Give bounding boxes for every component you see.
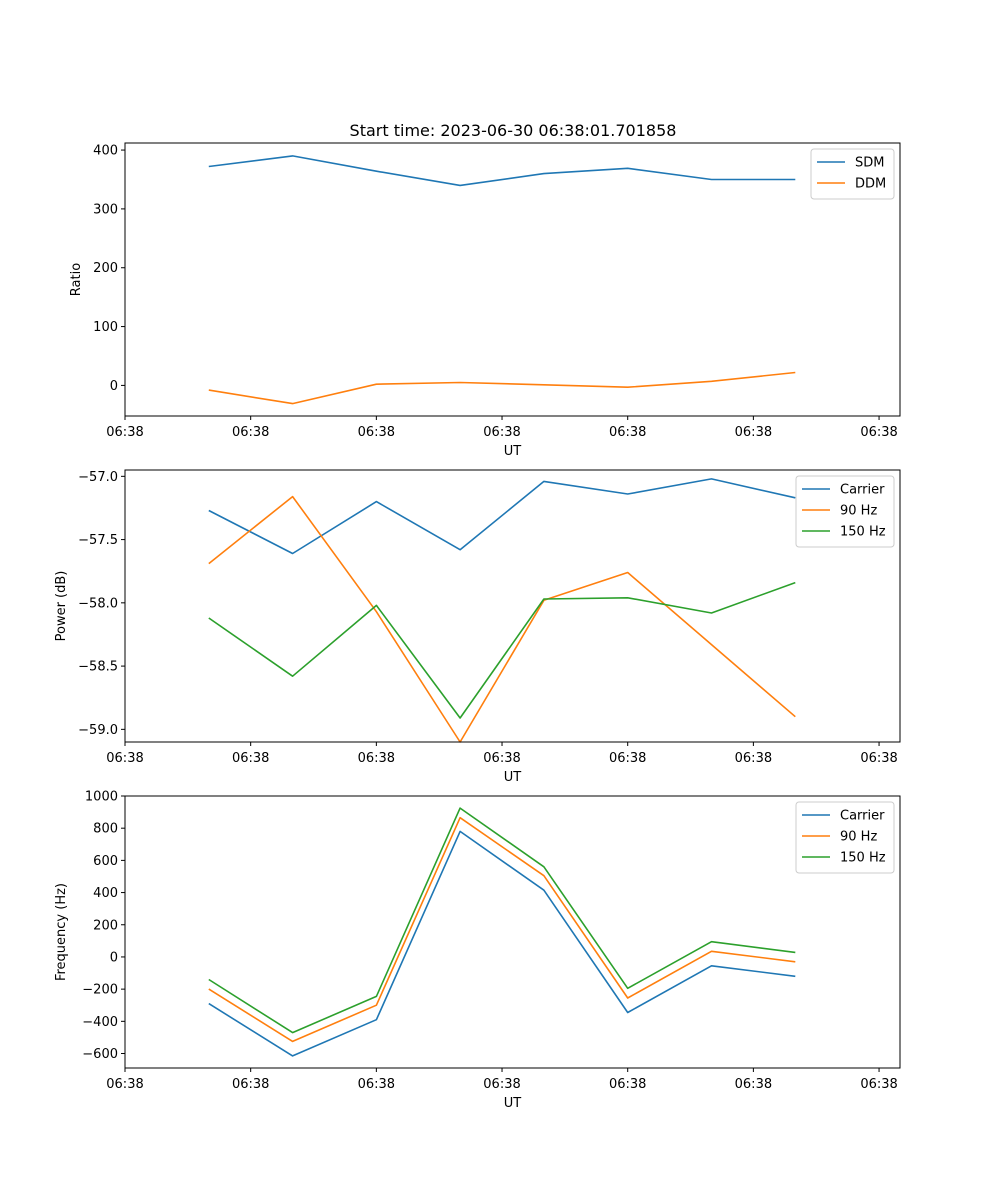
- y-tick-label: −58.0: [78, 596, 118, 611]
- x-tick-label: 06:38: [735, 425, 772, 440]
- x-tick-label: 06:38: [609, 751, 646, 766]
- x-axis-label: UT: [504, 770, 522, 785]
- x-tick-label: 06:38: [106, 1077, 143, 1092]
- x-tick-label: 06:38: [860, 751, 897, 766]
- x-axis-label: UT: [504, 1096, 522, 1111]
- y-axis-label: Frequency (Hz): [54, 883, 69, 981]
- y-tick-label: 300: [93, 202, 118, 217]
- y-tick-label: −200: [82, 983, 118, 998]
- series-line-150-hz: [208, 581, 796, 719]
- chart-panel-1: 06:38 06:38 06:38 06:38 06:38 06:38 06:38 UT 0 10…: [69, 142, 901, 459]
- series-line-ddm: [208, 371, 796, 405]
- legend-label: 90 Hz: [840, 504, 877, 519]
- x-tick-label: 06:38: [735, 751, 772, 766]
- y-tick-label: 800: [93, 822, 118, 837]
- x-tick-label: 06:38: [483, 1077, 520, 1092]
- x-tick-label: 06:38: [232, 1077, 269, 1092]
- legend-label: 90 Hz: [840, 830, 877, 845]
- y-tick-label: 0: [110, 379, 118, 394]
- y-tick-label: 600: [93, 854, 118, 869]
- legend-label: DDM: [855, 177, 886, 192]
- legend: Carrier 90 Hz 150 Hz: [795, 801, 895, 874]
- x-tick-label: 06:38: [358, 425, 395, 440]
- chart-panel-2: 06:38 06:38 06:38 06:38 06:38 06:38 06:38 UT −59…: [54, 469, 901, 785]
- series-line-carrier: [208, 830, 796, 1057]
- y-tick-label: 1000: [85, 790, 118, 805]
- series-line-90-hz: [208, 816, 796, 1043]
- x-tick-label: 06:38: [609, 1077, 646, 1092]
- y-tick-label: 400: [93, 886, 118, 901]
- legend-label: 150 Hz: [840, 525, 886, 540]
- y-tick-label: 200: [93, 261, 118, 276]
- axes-frame: [124, 795, 901, 1069]
- y-tick-label: −59.0: [78, 723, 118, 738]
- y-tick-label: 0: [110, 950, 118, 965]
- axes-frame: [124, 142, 901, 417]
- legend-box: [795, 801, 895, 874]
- axes-frame: [124, 469, 901, 743]
- series-line-90-hz: [208, 495, 796, 743]
- x-tick-label: 06:38: [609, 425, 646, 440]
- legend-label: 150 Hz: [840, 851, 886, 866]
- x-tick-label: 06:38: [483, 751, 520, 766]
- y-tick-label: 400: [93, 144, 118, 159]
- chart-panel-3: 06:38 06:38 06:38 06:38 06:38 06:38 06:38 UT −60…: [54, 790, 901, 1111]
- series-line-carrier: [208, 478, 796, 555]
- chart-panels: 06:38 06:38 06:38 06:38 06:38 06:38 06:38 UT 0 10…: [54, 142, 901, 1111]
- x-tick-label: 06:38: [860, 1077, 897, 1092]
- x-tick-label: 06:38: [232, 425, 269, 440]
- y-tick-label: −600: [82, 1047, 118, 1062]
- figure-title: Start time: 2023-06-30 06:38:01.701858: [350, 121, 677, 140]
- x-tick-label: 06:38: [860, 425, 897, 440]
- x-tick-label: 06:38: [106, 425, 143, 440]
- y-tick-label: −58.5: [78, 660, 118, 675]
- legend: Carrier 90 Hz 150 Hz: [795, 475, 895, 548]
- y-tick-label: 100: [93, 320, 118, 335]
- y-axis-label: Ratio: [69, 263, 84, 296]
- x-tick-label: 06:38: [106, 751, 143, 766]
- y-axis-label: Power (dB): [54, 571, 69, 642]
- legend-label: Carrier: [840, 483, 885, 498]
- legend: SDM DDM: [810, 148, 895, 200]
- legend-label: SDM: [855, 156, 884, 171]
- x-tick-label: 06:38: [232, 751, 269, 766]
- y-tick-label: −57.0: [78, 470, 118, 485]
- legend-label: Carrier: [840, 809, 885, 824]
- legend-box: [795, 475, 895, 548]
- series-line-150-hz: [208, 807, 796, 1034]
- y-tick-label: −400: [82, 1015, 118, 1030]
- x-axis-label: UT: [504, 444, 522, 459]
- y-tick-label: 200: [93, 918, 118, 933]
- x-tick-label: 06:38: [358, 751, 395, 766]
- x-tick-label: 06:38: [358, 1077, 395, 1092]
- x-tick-label: 06:38: [483, 425, 520, 440]
- x-tick-label: 06:38: [735, 1077, 772, 1092]
- y-tick-label: −57.5: [78, 533, 118, 548]
- series-line-sdm: [208, 155, 796, 187]
